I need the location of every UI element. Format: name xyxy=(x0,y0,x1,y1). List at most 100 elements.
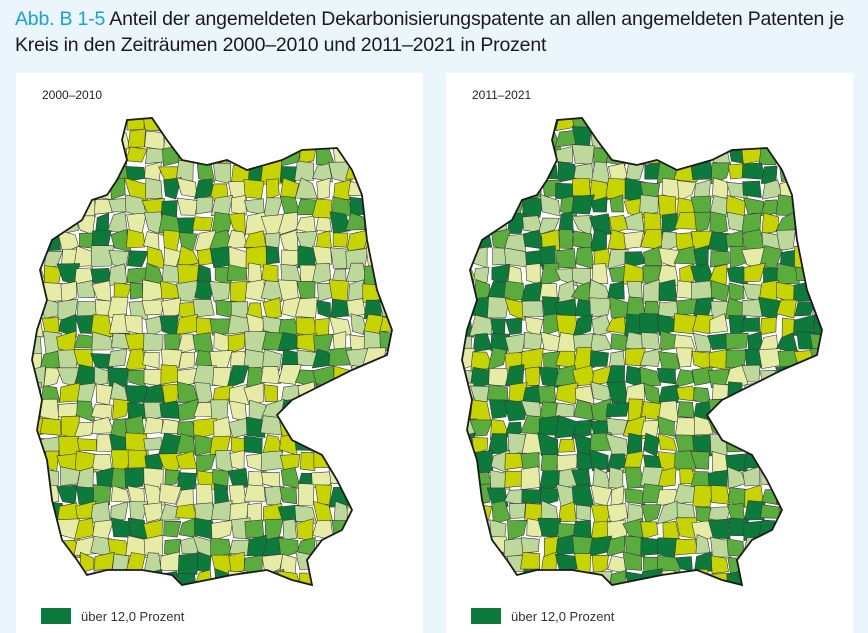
district xyxy=(398,401,417,421)
district xyxy=(277,504,299,523)
district xyxy=(694,211,712,232)
district xyxy=(244,519,265,539)
district xyxy=(470,128,493,151)
district xyxy=(195,196,214,215)
district xyxy=(397,263,417,284)
district xyxy=(792,126,812,146)
district xyxy=(811,553,822,575)
district xyxy=(74,144,97,167)
district xyxy=(128,572,145,585)
district xyxy=(178,351,195,370)
district xyxy=(59,382,81,403)
district xyxy=(399,552,417,575)
district xyxy=(196,118,214,134)
district xyxy=(329,211,351,234)
district xyxy=(708,587,728,608)
district xyxy=(74,126,95,149)
district xyxy=(348,449,368,471)
district xyxy=(741,317,760,332)
district xyxy=(725,332,749,350)
district xyxy=(710,555,729,574)
district xyxy=(462,452,473,474)
district xyxy=(642,279,661,304)
district xyxy=(472,333,493,352)
district xyxy=(572,313,593,338)
district xyxy=(571,469,591,487)
district xyxy=(244,147,267,166)
district xyxy=(488,180,511,202)
district xyxy=(571,194,595,215)
district xyxy=(795,539,815,554)
district xyxy=(316,177,331,200)
district xyxy=(279,195,301,214)
district xyxy=(260,366,281,385)
district xyxy=(143,231,160,251)
district xyxy=(503,537,525,558)
district xyxy=(520,551,541,570)
district xyxy=(316,126,336,150)
figure-label: Abb. B 1-5 xyxy=(15,8,106,30)
district xyxy=(381,146,392,168)
district xyxy=(399,332,414,353)
district xyxy=(382,281,392,298)
district xyxy=(32,283,47,303)
district xyxy=(159,315,179,337)
district xyxy=(539,401,558,419)
district xyxy=(90,501,111,524)
district xyxy=(742,180,762,198)
district xyxy=(537,217,561,236)
district xyxy=(811,572,822,585)
district xyxy=(691,366,713,386)
district xyxy=(779,586,799,604)
district xyxy=(313,568,335,585)
district xyxy=(363,588,383,607)
district xyxy=(555,402,575,418)
district xyxy=(794,386,816,406)
district xyxy=(556,573,578,585)
map-period-label: 2000–2010 xyxy=(42,88,103,102)
district xyxy=(469,450,494,474)
district xyxy=(39,398,60,422)
district xyxy=(260,118,280,133)
district xyxy=(571,570,592,585)
district xyxy=(792,450,815,474)
district xyxy=(93,484,112,508)
district xyxy=(176,573,197,585)
district xyxy=(364,417,385,439)
district xyxy=(763,534,782,556)
district xyxy=(504,298,527,321)
district xyxy=(401,489,418,506)
district xyxy=(315,216,332,233)
district xyxy=(608,466,624,489)
district xyxy=(830,451,847,472)
map-period-label: 2011–2021 xyxy=(472,88,532,102)
district xyxy=(743,573,766,585)
district xyxy=(127,587,147,605)
district xyxy=(348,468,370,486)
district xyxy=(399,199,417,218)
district xyxy=(776,299,797,319)
district xyxy=(508,503,526,519)
district xyxy=(462,213,474,235)
district xyxy=(462,573,477,585)
district xyxy=(278,570,302,585)
district xyxy=(230,195,247,216)
district xyxy=(657,118,678,134)
district xyxy=(175,313,198,336)
district xyxy=(486,118,511,132)
district xyxy=(487,347,507,371)
district xyxy=(399,570,419,588)
district xyxy=(462,267,477,281)
district xyxy=(503,400,528,422)
district xyxy=(277,332,300,352)
figure-title: Abb. B 1-5 Anteil der angemeldeten Dekar… xyxy=(15,6,865,58)
district xyxy=(462,163,475,183)
district xyxy=(74,215,96,236)
district xyxy=(760,400,783,423)
district xyxy=(488,368,509,387)
district xyxy=(329,588,350,609)
district xyxy=(164,469,182,486)
district xyxy=(809,160,822,183)
district xyxy=(228,551,245,574)
district xyxy=(709,250,730,268)
